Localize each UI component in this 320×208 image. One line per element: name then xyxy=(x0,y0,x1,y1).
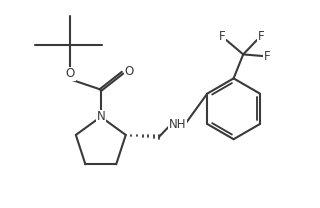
Text: F: F xyxy=(219,30,226,43)
Text: N: N xyxy=(96,110,105,123)
Text: NH: NH xyxy=(169,118,186,131)
Text: O: O xyxy=(124,64,133,78)
Text: F: F xyxy=(264,50,270,62)
Text: O: O xyxy=(66,67,75,80)
Text: F: F xyxy=(258,30,264,43)
